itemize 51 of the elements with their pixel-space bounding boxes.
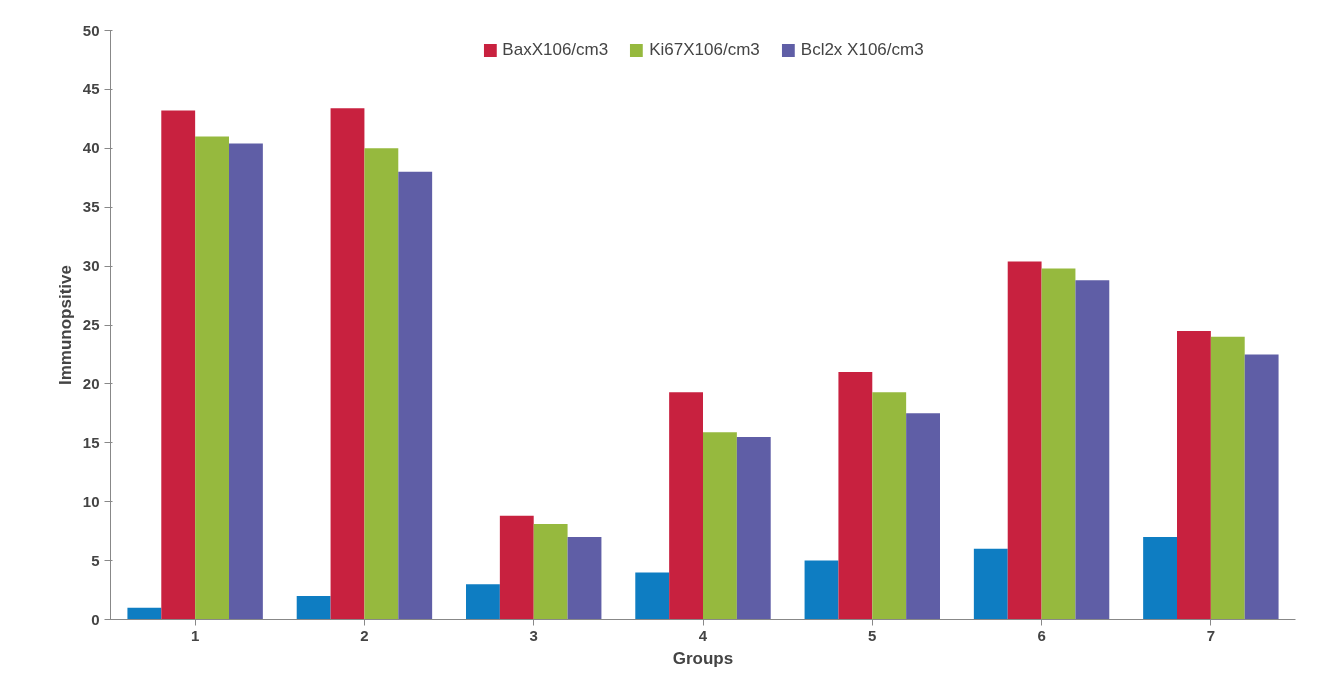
x-tick-label: 1 [190, 626, 200, 644]
bar [1177, 330, 1211, 620]
bar [296, 595, 331, 620]
bar [229, 143, 263, 620]
bar [567, 537, 602, 620]
y-tick-label: 25 [82, 316, 100, 333]
bar [838, 372, 873, 620]
bar [669, 392, 703, 620]
bar [1007, 261, 1042, 620]
bar [364, 148, 399, 620]
bar [973, 548, 1008, 620]
legend-label: Ki67X106/cm3 [649, 40, 760, 60]
bar [127, 607, 162, 620]
x-tick-label: 5 [868, 626, 877, 644]
x-tick-label: 6 [1037, 626, 1046, 644]
bar [635, 572, 670, 620]
y-tick-label: 30 [82, 257, 100, 275]
bar [533, 524, 568, 620]
bar [1041, 268, 1076, 620]
y-tick-label: 40 [82, 139, 100, 157]
bar [466, 584, 500, 620]
y-tick-label: 15 [82, 433, 100, 451]
legend-label: BaxX106/cm3 [502, 40, 609, 60]
bar [804, 560, 839, 620]
bar [1075, 280, 1110, 620]
bar [872, 392, 907, 620]
bar [1210, 336, 1245, 620]
x-tick-label: 4 [698, 626, 708, 644]
y-tick-label: 10 [82, 492, 100, 510]
x-tick-label: 3 [529, 626, 538, 644]
legend-label: Bcl2x X106/cm3 [800, 40, 924, 60]
bar [195, 136, 229, 620]
x-tick-label: 7 [1206, 626, 1216, 644]
y-tick-label: 20 [82, 374, 100, 392]
bar [398, 171, 433, 620]
x-axis-title: Groups [672, 648, 734, 668]
y-tick-label: 0 [91, 610, 100, 628]
bar [906, 413, 940, 620]
bar [736, 436, 771, 620]
y-tick-label: 5 [91, 551, 100, 569]
bar [499, 515, 534, 620]
bar [330, 108, 365, 620]
bar [703, 432, 737, 620]
bar [161, 110, 196, 620]
y-axis-title: Immunopsitive [55, 265, 75, 385]
y-tick-label: 35 [82, 198, 100, 216]
bar [1143, 537, 1177, 620]
x-tick-label: 2 [360, 626, 369, 644]
y-tick-label: 45 [82, 80, 100, 98]
bar [1244, 354, 1279, 620]
y-tick-label: 50 [82, 21, 100, 39]
